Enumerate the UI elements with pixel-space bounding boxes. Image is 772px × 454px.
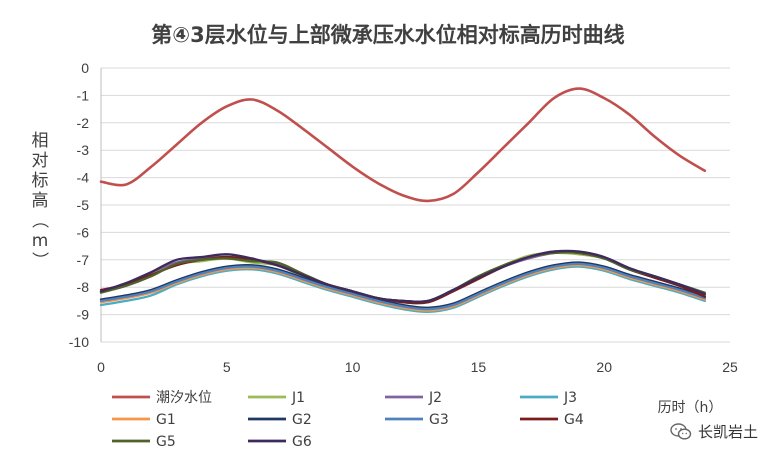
series-line-G2 [99,261,706,309]
y-tick-label: -6 [77,224,90,240]
x-axis-label: 历时（h） [658,400,723,416]
y-tick-label: -4 [77,170,90,186]
series-lines [99,87,707,314]
series-line-G1 [99,264,706,312]
legend: 潮汐水位 J1 J2 J3 G1 G2 G3 G4 G5 G6 [112,390,584,450]
y-axis-label-char: ） [29,252,49,269]
y-axis-label-char: 高 [32,191,49,211]
y-axis-label-char: （ [29,212,49,229]
y-tick-label: -3 [77,142,90,158]
x-tick-label: 15 [471,359,487,375]
series-line-G3 [99,262,706,311]
y-tick-label: -5 [77,197,90,213]
legend-label: J1 [291,390,305,406]
y-tick-labels: 0 -1 -2 -3 -4 -5 -6 -7 -8 -9 -10 [69,60,89,350]
y-axis-label-char: m [32,231,49,251]
chart-title: 第④3层水位与上部微承压水水位相对标高历时曲线 [151,23,624,47]
legend-label: G3 [429,412,449,428]
y-tick-label: -9 [77,307,90,323]
y-axis-label: 相对标高（ m） [29,131,49,269]
x-tick-label: 0 [97,359,105,375]
legend-label: G5 [156,434,176,450]
x-tick-labels: 0 5 10 15 20 25 [97,359,738,375]
legend-label: G4 [564,412,584,428]
y-tick-label: -1 [77,87,90,103]
legend-label: J3 [563,390,577,406]
watermark: 长凯岩土 [670,421,758,442]
x-tick-label: 20 [596,359,612,375]
legend-label: G6 [292,434,312,450]
y-axis-label-char: 相 [32,131,49,151]
legend-label: G2 [292,412,312,428]
y-tick-label: -2 [77,115,90,131]
y-tick-label: -7 [77,252,90,268]
legend-label: G1 [156,412,176,428]
series-line-J3 [99,265,706,314]
legend-label: 潮汐水位 [156,390,212,406]
x-tick-label: 5 [223,359,231,375]
series-line-潮汐水位 [99,87,707,203]
y-tick-label: -10 [69,334,89,350]
series-line-G6 [99,249,706,303]
y-tick-label: 0 [81,60,89,76]
y-axis-label-char: 对 [32,151,49,171]
y-tick-label: -8 [77,279,90,295]
x-tick-label: 25 [722,359,738,375]
legend-label: J2 [428,390,442,406]
watermark-text: 长凯岩土 [697,423,758,441]
wechat-icon [670,422,692,440]
x-tick-label: 10 [345,359,361,375]
y-axis-label-char: 标 [32,171,49,191]
grid-lines [101,67,730,343]
